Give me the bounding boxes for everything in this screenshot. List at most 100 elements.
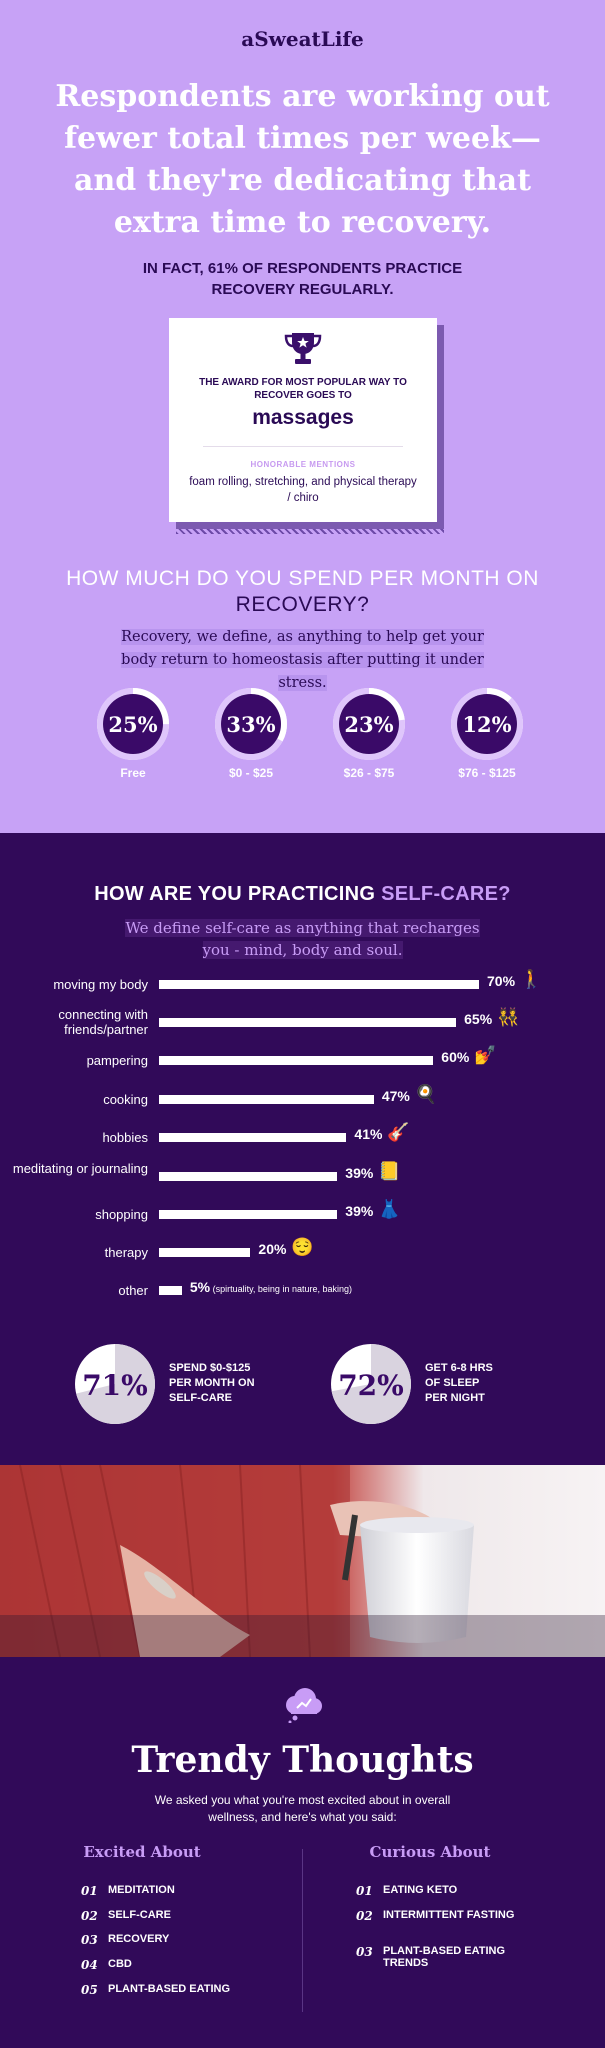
bar-label: connecting with friends/partner bbox=[58, 1007, 148, 1037]
item-text: SELF-CARE bbox=[108, 1909, 171, 1921]
bar-emoji-icon: 👯 bbox=[497, 1007, 520, 1027]
bar-row: moving my body 70% 🚶 bbox=[0, 969, 605, 1001]
spend-ring: 25% bbox=[95, 686, 171, 762]
bar bbox=[159, 1172, 338, 1181]
bar bbox=[159, 1248, 251, 1257]
bar-note: (spirtuality, being in nature, baking) bbox=[210, 1284, 352, 1294]
spend-ring-value: 12% bbox=[462, 712, 511, 737]
bar-value: 65% bbox=[464, 1011, 493, 1027]
spend-question: HOW MUCH DO YOU SPEND PER MONTH ON RECOV… bbox=[66, 567, 539, 616]
subhead: IN FACT, 61% OF RESPONDENTS PRACTICE REC… bbox=[142, 260, 463, 298]
bar-label: pampering bbox=[86, 1053, 148, 1068]
item-number: 05 bbox=[81, 1983, 98, 1997]
item-text: PLANT-BASED EATING TRENDS bbox=[383, 1945, 506, 1969]
bar-emoji-icon: 🎸 bbox=[387, 1122, 410, 1142]
award-intro: THE AWARD FOR MOST POPULAR WAY TO RECOVE… bbox=[199, 377, 407, 401]
bar-value: 70% bbox=[487, 973, 516, 989]
bar-label: hobbies bbox=[102, 1130, 148, 1145]
selfcare-description: We define self-care as anything that rec… bbox=[125, 919, 480, 959]
coffee-photo bbox=[0, 1465, 605, 1657]
bar-row: meditating or journaling 39% 📒 bbox=[0, 1161, 605, 1193]
stat-value: 72% bbox=[338, 1369, 404, 1402]
honorable-mentions-label: HONORABLE MENTIONS bbox=[250, 460, 356, 469]
bar bbox=[159, 980, 479, 989]
bar-label: other bbox=[118, 1283, 148, 1298]
spend-ring-label: Free bbox=[120, 766, 146, 780]
bar-value: 20% bbox=[258, 1241, 287, 1257]
trendy-section: Trendy Thoughts We asked you what you're… bbox=[0, 1657, 605, 2048]
stat-circle: 72% bbox=[330, 1343, 412, 1425]
bar-label: meditating or journaling bbox=[12, 1161, 148, 1176]
recovery-section: aSweatLife Respondents are working out f… bbox=[0, 0, 605, 833]
item-text: CBD bbox=[108, 1958, 132, 1970]
bar-value: 60% bbox=[441, 1049, 470, 1065]
bar bbox=[159, 1018, 457, 1027]
bar bbox=[159, 1210, 338, 1219]
column-divider bbox=[302, 1849, 303, 2012]
bar bbox=[159, 1286, 182, 1295]
item-text: PLANT-BASED EATING bbox=[108, 1983, 231, 1995]
bar-row: cooking 47% 🍳 bbox=[0, 1084, 605, 1116]
bar-label: cooking bbox=[103, 1092, 148, 1107]
item-text: EATING KETO bbox=[383, 1884, 458, 1896]
bar bbox=[159, 1056, 434, 1065]
bar-value: 39% bbox=[345, 1165, 374, 1181]
spend-ring: 12% bbox=[449, 686, 525, 762]
bar-emoji-icon: 📒 bbox=[378, 1161, 401, 1181]
brand-logo[interactable]: aSweatLife bbox=[241, 27, 364, 51]
bar-value: 47% bbox=[381, 1088, 410, 1104]
bar-row: connecting with friends/partner 65% 👯 bbox=[0, 1007, 605, 1039]
award-card: THE AWARD FOR MOST POPULAR WAY TO RECOVE… bbox=[169, 318, 437, 522]
bar-row: shopping 39% 👗 bbox=[0, 1199, 605, 1231]
award-divider bbox=[203, 446, 403, 447]
bar-emoji-icon: 🍳 bbox=[414, 1084, 438, 1104]
bar-value: 39% bbox=[345, 1203, 374, 1219]
spend-ring-value: 25% bbox=[108, 712, 157, 737]
bar-emoji-icon: 🚶 bbox=[520, 969, 543, 989]
bar bbox=[159, 1133, 347, 1142]
selfcare-question: HOW ARE YOU PRACTICING SELF-CARE? bbox=[94, 883, 511, 905]
bar-value: 41% bbox=[354, 1126, 383, 1142]
spend-description: Recovery, we define, as anything to help… bbox=[121, 629, 484, 691]
item-number: 02 bbox=[81, 1909, 98, 1923]
bar bbox=[159, 1095, 374, 1104]
excited-heading: Excited About bbox=[83, 1843, 201, 1861]
spend-ring-value: 23% bbox=[344, 712, 393, 737]
trendy-title: Trendy Thoughts bbox=[131, 1739, 474, 1781]
spend-ring-label: $76 - $125 bbox=[458, 766, 516, 780]
bar-row: other 5% (spirtuality, being in nature, b… bbox=[0, 1277, 605, 1307]
spend-ring: 33% bbox=[213, 686, 289, 762]
stat-circle: 71% bbox=[74, 1343, 156, 1425]
headline: Respondents are working out fewer total … bbox=[55, 79, 550, 240]
trophy-icon bbox=[169, 330, 437, 371]
award-winner: massages bbox=[252, 406, 354, 429]
item-number: 02 bbox=[356, 1909, 373, 1923]
item-text: INTERMITTENT FASTING bbox=[383, 1909, 515, 1921]
bar-label: moving my body bbox=[53, 977, 148, 992]
bar-row: hobbies 41% 🎸 bbox=[0, 1122, 605, 1154]
spend-ring-label: $26 - $75 bbox=[343, 766, 395, 780]
bar-value: 5% (spirtuality, being in nature, baking… bbox=[189, 1279, 352, 1295]
bar-emoji-icon: 💅 bbox=[474, 1045, 497, 1065]
trendy-description: We asked you what you're most excited ab… bbox=[154, 1793, 451, 1824]
cloud-trend-icon bbox=[281, 1685, 325, 1728]
item-number: 01 bbox=[356, 1884, 373, 1898]
bar-label: shopping bbox=[95, 1207, 148, 1222]
bar-row: pampering 60% 💅 bbox=[0, 1045, 605, 1077]
stat-text: GET 6-8 HRS OF SLEEP PER NIGHT bbox=[425, 1362, 493, 1404]
spend-ring-label: $0 - $25 bbox=[228, 766, 274, 780]
item-text: MEDITATION bbox=[108, 1884, 175, 1896]
bar-row: therapy 20% 😌 bbox=[0, 1237, 605, 1269]
stat-value: 71% bbox=[82, 1369, 148, 1402]
bar-label: therapy bbox=[104, 1245, 148, 1260]
spend-ring-value: 33% bbox=[226, 712, 275, 737]
bar-emoji-icon: 😌 bbox=[291, 1237, 314, 1257]
item-number: 03 bbox=[81, 1933, 98, 1947]
spend-ring: 23% bbox=[331, 686, 407, 762]
item-number: 03 bbox=[356, 1945, 373, 1959]
bar-emoji-icon: 👗 bbox=[378, 1199, 401, 1219]
item-text: RECOVERY bbox=[108, 1933, 170, 1945]
curious-heading: Curious About bbox=[369, 1843, 491, 1861]
honorable-mentions-text: foam rolling, stretching, and physical t… bbox=[189, 476, 417, 504]
